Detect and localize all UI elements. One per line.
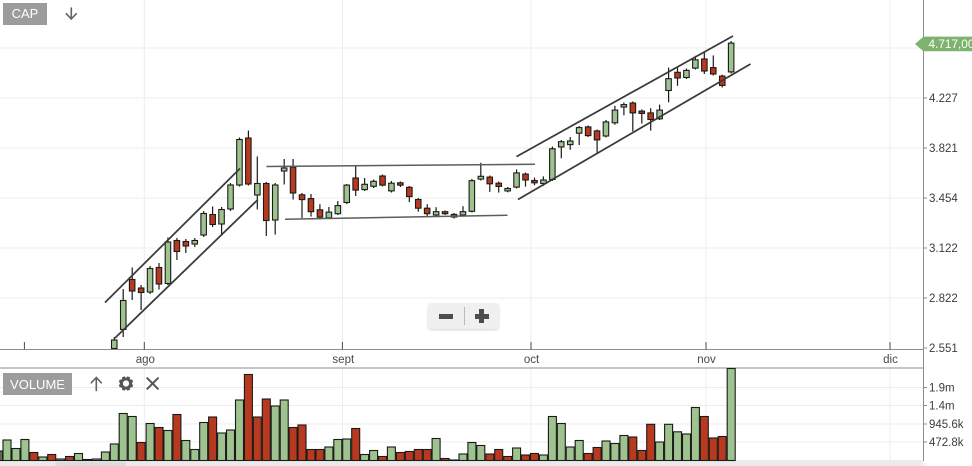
svg-text:ago: ago [136,354,155,366]
svg-text:1.4m: 1.4m [929,401,955,413]
svg-text:sept: sept [332,354,355,366]
svg-text:oct: oct [524,354,540,366]
svg-text:4.717,00: 4.717,00 [929,37,972,51]
svg-text:472.8k: 472.8k [929,437,964,449]
svg-text:4.227: 4.227 [929,93,958,105]
svg-text:3.454: 3.454 [929,193,958,205]
svg-text:dic: dic [883,354,898,366]
svg-text:nov: nov [697,354,716,366]
svg-text:3.821: 3.821 [929,143,958,155]
svg-text:945.6k: 945.6k [929,419,964,431]
svg-text:2.551: 2.551 [929,343,958,355]
svg-text:2.822: 2.822 [929,293,958,305]
svg-text:1.9m: 1.9m [929,383,955,395]
svg-text:3.122: 3.122 [929,243,958,255]
